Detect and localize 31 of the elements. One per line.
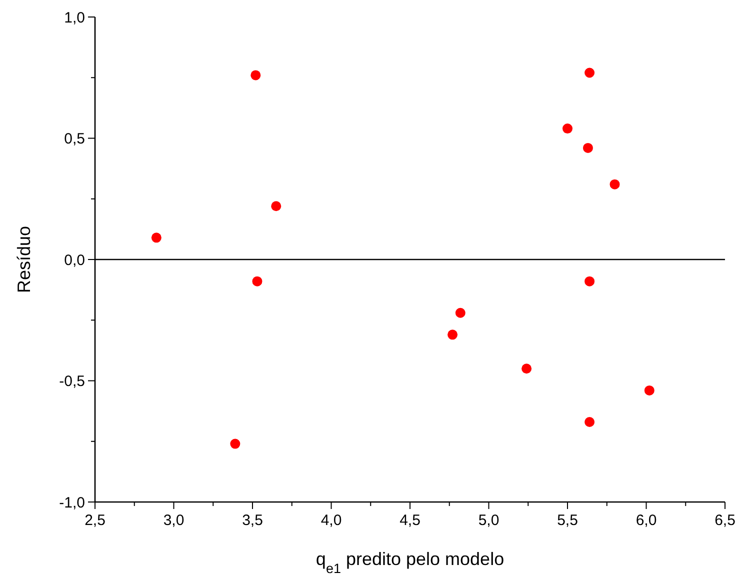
point [250, 70, 261, 80]
point [584, 68, 595, 78]
y-axis-title: Resíduo [14, 226, 34, 294]
point [644, 385, 654, 396]
x-tick-label: 2,5 [84, 512, 106, 529]
point [455, 308, 466, 318]
x-tick-label: 5,5 [557, 512, 578, 529]
point [584, 276, 595, 286]
point [562, 124, 572, 134]
x-tick-label: 3,0 [163, 512, 184, 529]
point [610, 179, 620, 190]
point [252, 276, 262, 286]
point [230, 438, 240, 449]
y-tick-label: 0,0 [64, 252, 85, 269]
x-tick-label: 4,0 [320, 512, 342, 529]
point [584, 416, 595, 427]
point [271, 201, 282, 212]
x-tick-label: 6,5 [714, 512, 736, 529]
x-tick-label: 3,5 [242, 512, 263, 529]
point [448, 330, 458, 340]
x-tick-label: 6,0 [636, 512, 657, 529]
x-axis-title: q$_{e1}$ predito pelo modelo [316, 549, 504, 576]
y-tick-label: -1,0 [59, 494, 85, 512]
x-tick-label: 5,0 [478, 512, 500, 529]
x-tick-label: 4,5 [400, 512, 420, 529]
y-tick-label: 0,5 [64, 130, 85, 148]
point [151, 232, 162, 243]
point [522, 364, 532, 374]
y-tick-label: -0,5 [59, 373, 85, 390]
point [582, 142, 593, 153]
y-tick-label: 1,0 [64, 9, 85, 26]
